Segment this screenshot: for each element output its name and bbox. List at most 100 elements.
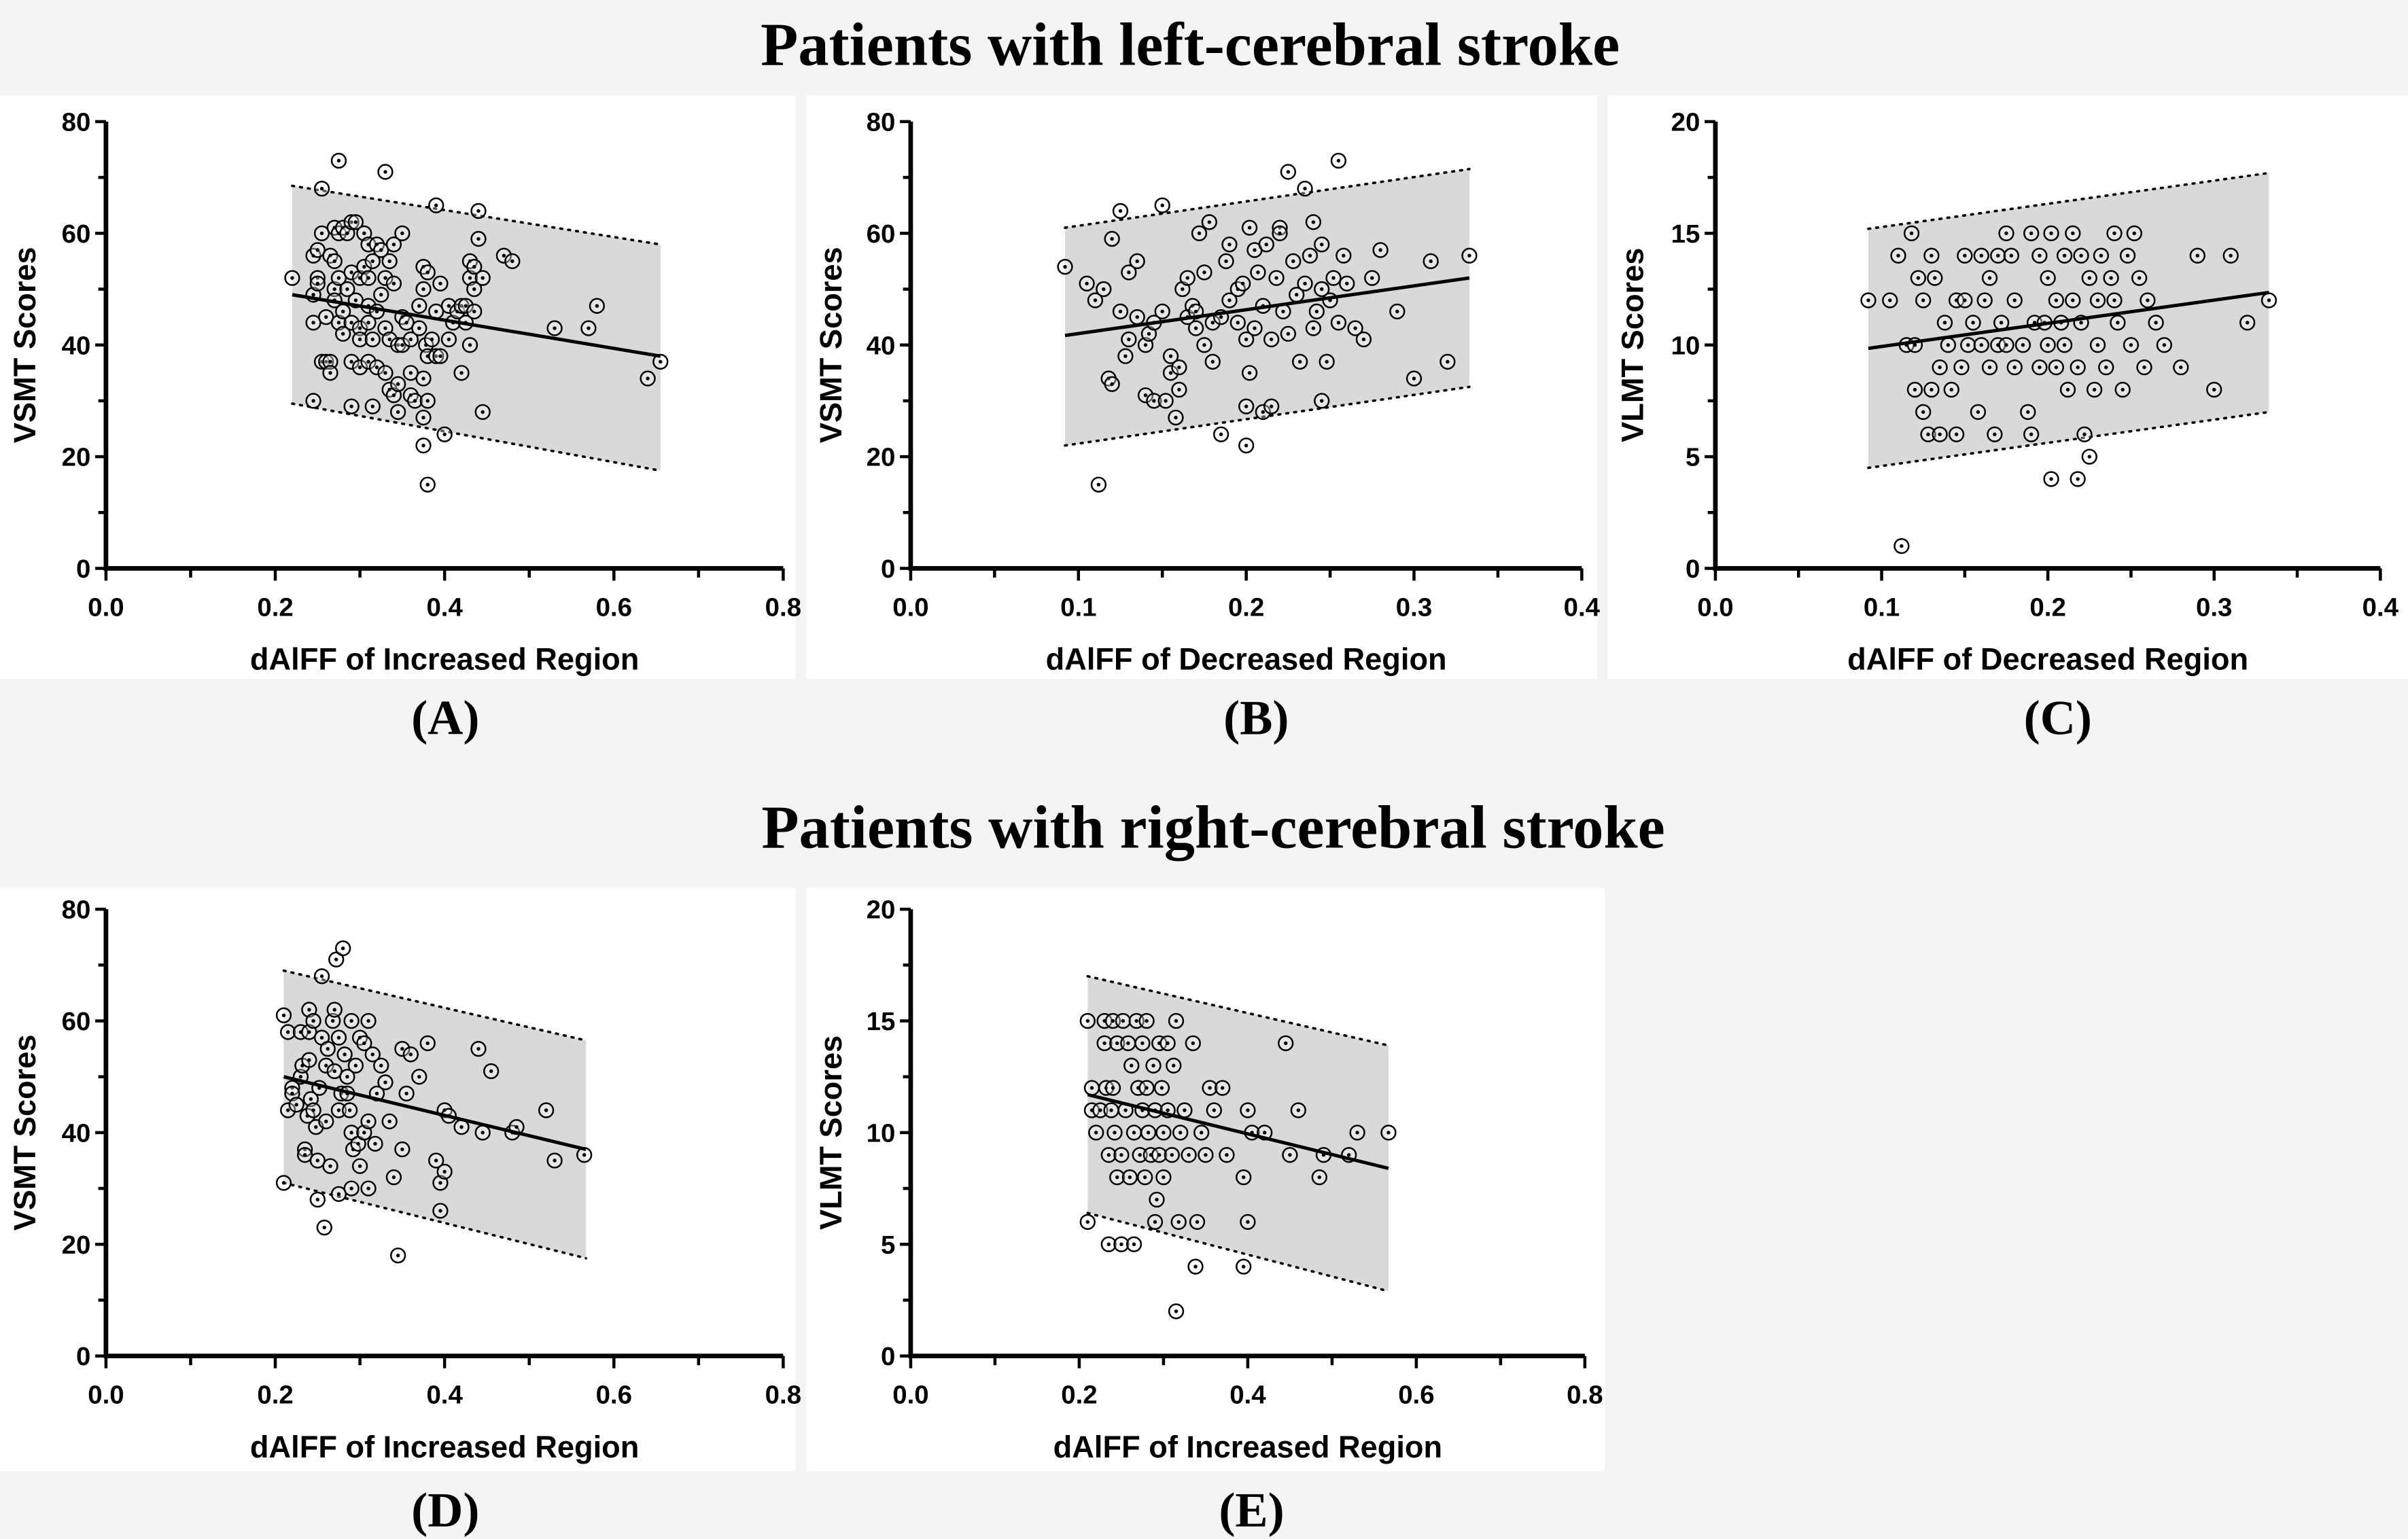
data-point-dot <box>2071 231 2075 236</box>
data-point-dot <box>374 365 379 370</box>
data-point <box>1263 398 1280 414</box>
data-point-dot <box>1342 253 1346 258</box>
data-point <box>360 1113 377 1130</box>
data-point-dot <box>1170 1153 1174 1157</box>
data-point <box>351 320 368 336</box>
data-point-dot <box>1240 281 1245 286</box>
data-point <box>1439 353 1456 370</box>
data-point <box>483 1063 500 1080</box>
data-point-dot <box>417 1074 421 1079</box>
data-point <box>546 320 563 336</box>
data-point-dot <box>1132 1242 1136 1246</box>
data-point <box>343 264 360 281</box>
data-point <box>1171 381 1187 398</box>
data-point <box>2065 225 2081 241</box>
data-point-dot <box>442 1169 447 1174</box>
data-point-dot <box>425 482 430 487</box>
data-point <box>1196 337 1212 353</box>
data-point-dot <box>1888 298 1892 302</box>
data-point-dot <box>383 170 387 174</box>
y-tick-label: 80 <box>867 108 896 137</box>
data-point <box>1179 270 1196 286</box>
data-point-dot <box>1467 253 1471 258</box>
data-point <box>1241 219 1258 236</box>
data-point-dot <box>425 1041 430 1046</box>
data-point-dot <box>447 304 451 308</box>
data-point-dot <box>553 326 557 330</box>
data-point-dot <box>1177 387 1181 392</box>
data-point <box>322 353 338 370</box>
data-point <box>1336 247 1352 264</box>
data-point-dot <box>396 382 400 386</box>
data-point-dot <box>1110 236 1114 241</box>
data-point-dot <box>1145 1086 1149 1090</box>
y-tick-label: 5 <box>881 1231 895 1260</box>
data-point-dot <box>357 1164 362 1168</box>
data-point-dot <box>553 1158 557 1163</box>
data-point <box>1103 1102 1119 1118</box>
data-point-dot <box>1155 1197 1159 1202</box>
data-point-dot <box>1130 1063 1134 1067</box>
data-point <box>1314 393 1330 409</box>
data-point <box>2073 247 2089 264</box>
data-point-dot <box>2116 321 2120 325</box>
data-point-dot <box>1109 1108 1113 1112</box>
data-point <box>428 348 444 364</box>
data-point-dot <box>2087 276 2091 280</box>
data-point <box>1894 537 1910 554</box>
data-point <box>2261 292 2278 308</box>
data-point-dot <box>1174 1309 1179 1313</box>
data-point <box>322 1158 338 1174</box>
title-right-stroke: Patients with right-cerebral stroke <box>761 793 1664 862</box>
data-point <box>364 1046 381 1063</box>
data-point <box>1860 292 1877 308</box>
data-point-dot <box>1909 231 1914 236</box>
data-point-dot <box>2012 298 2017 302</box>
data-point-dot <box>1134 1019 1138 1023</box>
data-point-dot <box>1119 1242 1123 1246</box>
data-point <box>1238 438 1255 454</box>
data-point-dot <box>2049 231 2053 236</box>
data-point <box>1240 1102 1256 1118</box>
data-point-dot <box>481 410 485 414</box>
data-point <box>2043 471 2059 487</box>
data-point-dot <box>1386 1131 1391 1135</box>
data-point-dot <box>1168 371 1173 375</box>
data-point-dot <box>1336 321 1341 325</box>
y-tick-label: 0 <box>881 554 895 584</box>
data-point-dot <box>2212 387 2216 392</box>
data-point-dot <box>1256 270 1260 275</box>
x-tick-label: 0.0 <box>892 1381 928 1410</box>
data-point <box>1957 247 1973 264</box>
data-point-dot <box>2229 253 2233 258</box>
data-point-dot <box>349 321 353 325</box>
data-point <box>390 1248 406 1264</box>
data-point-dot <box>1246 1220 1250 1224</box>
data-point-dot <box>2132 231 2137 236</box>
data-point-dot <box>1966 343 1970 347</box>
data-point <box>1145 1057 1162 1074</box>
data-point-dot <box>357 326 362 330</box>
y-tick-label: 80 <box>62 108 91 137</box>
y-tick-label: 40 <box>62 1118 91 1148</box>
data-point-dot <box>1113 1131 1117 1135</box>
data-point <box>1112 202 1129 219</box>
data-point-dot <box>332 1008 336 1012</box>
data-point <box>360 270 377 286</box>
data-point <box>351 1158 368 1174</box>
data-point <box>326 1002 343 1018</box>
data-point <box>305 1102 321 1118</box>
x-tick-label: 0.2 <box>257 593 293 622</box>
data-point-dot <box>1166 1041 1170 1046</box>
data-point-dot <box>1297 359 1302 364</box>
data-point <box>364 253 381 270</box>
data-point <box>402 365 419 381</box>
data-point <box>411 320 427 336</box>
data-point-dot <box>1311 326 1316 330</box>
data-point-dot <box>1979 343 1984 347</box>
data-point-dot <box>1278 231 1282 236</box>
data-point <box>415 409 432 426</box>
data-point <box>1162 365 1179 381</box>
data-point <box>343 315 360 331</box>
data-point <box>330 270 347 286</box>
